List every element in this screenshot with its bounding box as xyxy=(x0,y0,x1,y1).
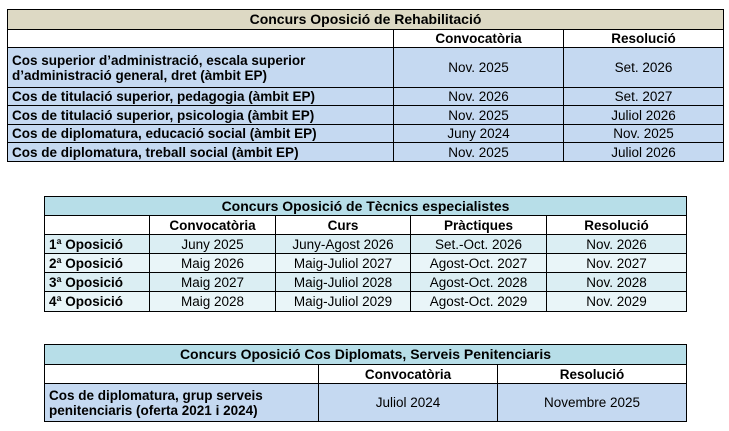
data-row: Cos de titulació superior, psicologia (à… xyxy=(7,105,725,125)
cell: Juny-Agost 2026 xyxy=(275,234,411,254)
cell: Nov. 2029 xyxy=(545,291,688,312)
cell: Nov. 2026 xyxy=(393,87,564,106)
table: Concurs Oposició Cos Diplomats, Serveis … xyxy=(43,344,688,422)
data-row: Cos de diplomatura, treball social (àmbi… xyxy=(7,142,725,162)
row-label: Cos superior d’administració, escala sup… xyxy=(7,47,394,88)
row-label: Cos de diplomatura, educació social (àmb… xyxy=(7,124,394,143)
title-row: Concurs Oposició de Tècnics especialiste… xyxy=(43,196,688,216)
data-row: Cos de diplomatura, grup serveis peniten… xyxy=(44,383,688,422)
row-label: 1ª Oposició xyxy=(44,234,150,254)
cell: Nov. 2025 xyxy=(393,105,564,125)
table: Concurs Oposició de Tècnics especialiste… xyxy=(43,196,688,312)
table-title: Concurs Oposició de Rehabilitació xyxy=(6,9,725,30)
cell: Nov. 2028 xyxy=(545,272,688,292)
cell: Nov. 2026 xyxy=(545,234,688,254)
header-cell: Convocatòria xyxy=(149,215,276,235)
cell: Juny 2024 xyxy=(393,124,564,143)
table-body: Concurs Oposició Cos Diplomats, Serveis … xyxy=(43,344,688,422)
header-cell xyxy=(7,29,394,48)
header-cell xyxy=(44,364,319,384)
table: Concurs Oposició de Rehabilitació Convoca… xyxy=(6,9,725,162)
data-row: Cos superior d’administració, escala sup… xyxy=(7,47,725,88)
cell: Nov. 2025 xyxy=(393,142,564,162)
cell: Juliol 2026 xyxy=(562,142,725,162)
header-cell: Pràctiques xyxy=(410,215,547,235)
row-label: Cos de diplomatura, treball social (àmbi… xyxy=(7,142,394,162)
title-row: Concurs Oposició de Rehabilitació xyxy=(6,9,725,30)
row-label: 3ª Oposició xyxy=(44,272,150,292)
cell: Nov. 2025 xyxy=(562,124,725,143)
row-label: 2ª Oposició xyxy=(44,253,150,273)
data-row: 4ª Oposició Maig 2028 Maig-Juliol 2029 Agos… xyxy=(44,291,688,312)
header-cell: Convocatòria xyxy=(318,364,498,384)
cell: Agost-Oct. 2028 xyxy=(410,272,547,292)
row-label: Cos de titulació superior, pedagogia (àm… xyxy=(7,87,394,106)
data-row: Cos de diplomatura, educació social (àmb… xyxy=(7,124,725,143)
header-cell xyxy=(44,215,150,235)
data-row: 3ª Oposició Maig 2027 Maig-Juliol 2028 Agos… xyxy=(44,272,688,292)
header-cell: Resolució xyxy=(545,215,688,235)
row-label: Cos de diplomatura, grup serveis peniten… xyxy=(44,383,319,422)
cell: Juliol 2024 xyxy=(318,383,498,422)
cell: Agost-Oct. 2029 xyxy=(410,291,547,312)
header-cell: Resolució xyxy=(496,364,688,384)
data-row: 1ª Oposició Juny 2025 Juny-Agost 2026 Set.-… xyxy=(44,234,688,254)
row-label: 4ª Oposició xyxy=(44,291,150,312)
cell: Novembre 2025 xyxy=(496,383,688,422)
cell: Maig-Juliol 2027 xyxy=(275,253,411,273)
cell: Agost-Oct. 2027 xyxy=(410,253,547,273)
cell: Juliol 2026 xyxy=(562,105,725,125)
cell: Juny 2025 xyxy=(149,234,276,254)
data-row: 2ª Oposició Maig 2026 Maig-Juliol 2027 Agos… xyxy=(44,253,688,273)
cell: Maig 2026 xyxy=(149,253,276,273)
cell: Nov. 2027 xyxy=(545,253,688,273)
header-row: Convocatòria Curs Pràctiques Resolució xyxy=(44,215,688,235)
row-label: Cos de titulació superior, psicologia (à… xyxy=(7,105,394,125)
cell: Set. 2027 xyxy=(562,87,725,106)
header-cell: Resolució xyxy=(562,29,725,48)
header-row: Convocatòria Resolució xyxy=(44,364,688,384)
cell: Maig-Juliol 2029 xyxy=(275,291,411,312)
header-cell: Convocatòria xyxy=(393,29,564,48)
cell: Maig 2028 xyxy=(149,291,276,312)
cell: Set.-Oct. 2026 xyxy=(410,234,547,254)
cell: Maig 2027 xyxy=(149,272,276,292)
table-title: Concurs Oposició de Tècnics especialiste… xyxy=(43,196,688,216)
header-cell: Curs xyxy=(275,215,411,235)
table-title: Concurs Oposició Cos Diplomats, Serveis … xyxy=(43,344,688,365)
cell: Maig-Juliol 2028 xyxy=(275,272,411,292)
data-row: Cos de titulació superior, pedagogia (àm… xyxy=(7,87,725,106)
cell: Set. 2026 xyxy=(562,47,725,88)
table-body: Concurs Oposició de Tècnics especialiste… xyxy=(43,196,688,312)
header-row: Convocatòria Resolució xyxy=(7,29,725,48)
title-row: Concurs Oposició Cos Diplomats, Serveis … xyxy=(43,344,688,365)
table-body: Concurs Oposició de Rehabilitació Convoca… xyxy=(6,9,725,162)
cell: Nov. 2025 xyxy=(393,47,564,88)
